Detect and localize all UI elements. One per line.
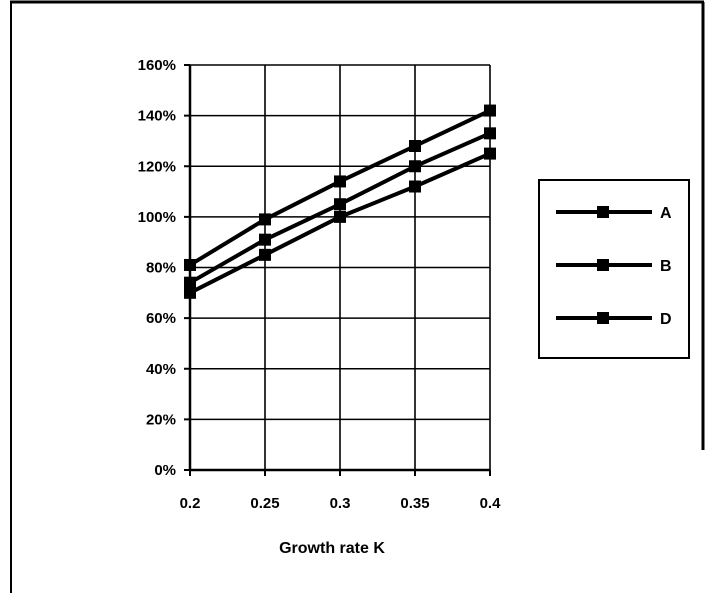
x-tick-label: 0.35 — [400, 495, 429, 512]
series-B — [184, 127, 496, 289]
y-tick-label: 20% — [146, 411, 176, 428]
legend-label-A: A — [660, 205, 672, 222]
x-tick-label: 0.3 — [330, 495, 351, 512]
data-point-D — [484, 147, 496, 160]
y-tick-label: 100% — [138, 209, 176, 226]
data-point-B — [334, 198, 346, 211]
series-A — [184, 104, 496, 271]
data-point-D — [184, 286, 196, 299]
x-axis-tick-labels: 0.2 0.25 0.3 0.35 0.4 — [180, 495, 502, 512]
x-tick-label: 0.25 — [250, 495, 279, 512]
data-point-B — [409, 160, 421, 173]
legend-marker-D — [597, 312, 609, 324]
legend-marker-A — [597, 206, 609, 218]
data-point-A — [184, 258, 196, 271]
data-point-B — [484, 127, 496, 140]
x-axis-label: Growth rate K — [279, 540, 385, 557]
y-tick-label: 80% — [146, 260, 176, 277]
legend-label-B: B — [660, 258, 672, 275]
y-tick-label: 0% — [154, 462, 176, 479]
y-tick-label: 120% — [138, 158, 176, 175]
x-tick-label: 0.2 — [180, 495, 201, 512]
data-point-A — [484, 104, 496, 117]
data-point-A — [409, 140, 421, 152]
series-D — [184, 147, 496, 299]
legend-box — [538, 179, 690, 359]
data-point-D — [409, 180, 421, 193]
data-point-D — [259, 248, 271, 261]
legend-marker-B — [597, 259, 609, 271]
x-tick-label: 0.4 — [480, 495, 502, 512]
y-tick-label: 60% — [146, 310, 176, 327]
data-point-B — [184, 276, 196, 289]
y-tick-label: 140% — [138, 108, 176, 125]
y-tick-label: 40% — [146, 361, 176, 378]
data-point-D — [334, 210, 346, 223]
y-tick-label: 160% — [138, 57, 176, 74]
data-point-B — [259, 233, 271, 246]
data-point-A — [334, 175, 346, 188]
legend: A B D — [538, 179, 690, 359]
series-layer — [184, 104, 496, 299]
data-point-A — [259, 213, 271, 226]
legend-label-D: D — [660, 311, 672, 328]
y-axis-tick-labels: 0% 20% 40% 60% 80% 100% 120% 140% 160% — [138, 57, 176, 479]
